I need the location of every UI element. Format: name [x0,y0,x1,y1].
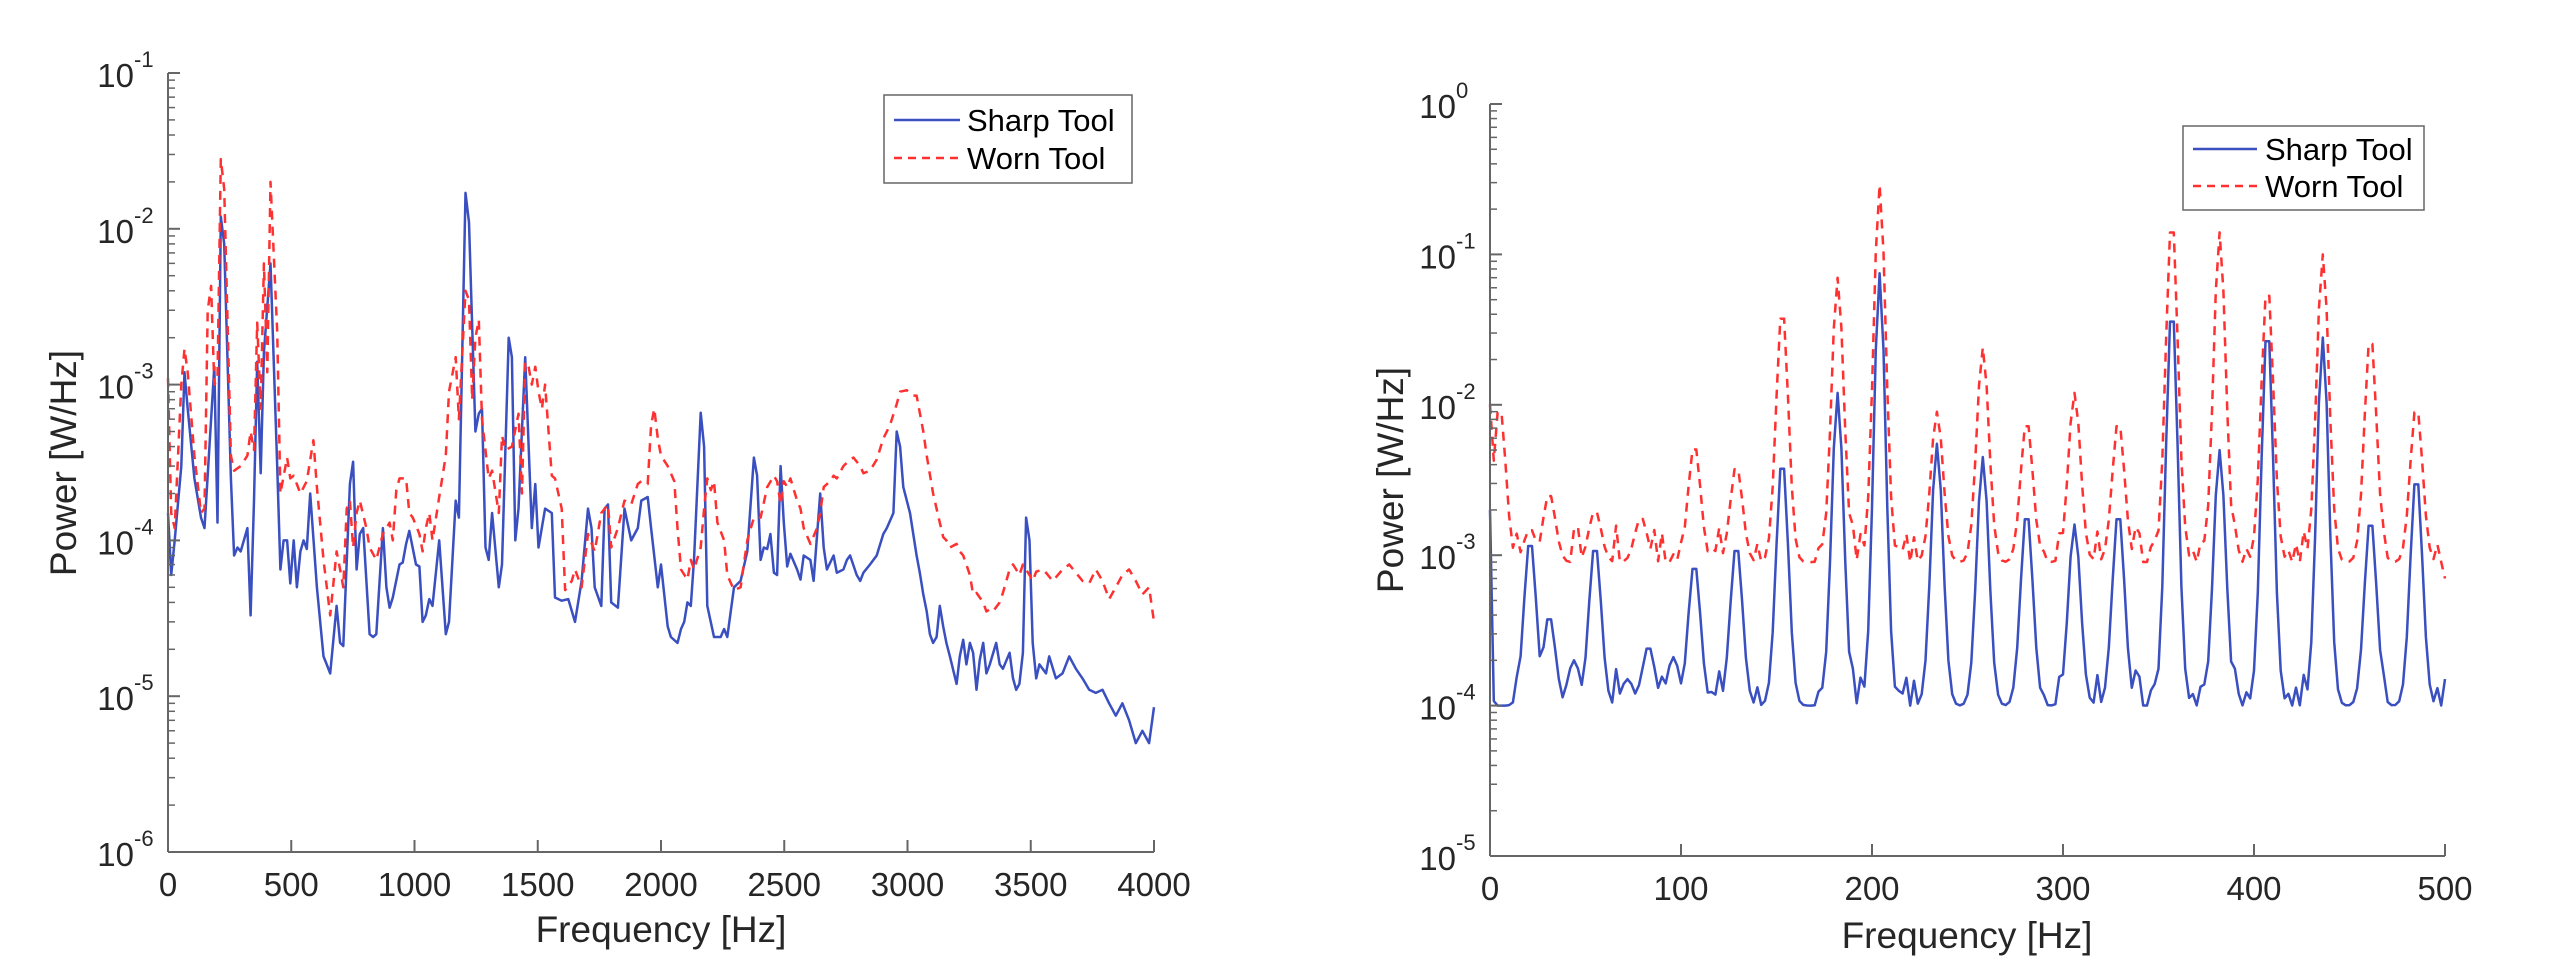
legend-box [883,94,1133,184]
y-axis-title: Power [W/Hz] [1370,367,1411,593]
x-tick-label: 200 [1844,870,1899,907]
y-tick-exponent: -2 [1456,379,1476,404]
x-tick-label: 0 [1481,870,1499,907]
y-tick-label: 10 [97,213,134,250]
legend: Sharp Tool Worn Tool [2182,125,2425,211]
series-line-sharp-tool [166,191,1156,745]
legend-label-sharp: Sharp Tool [967,103,1115,138]
y-tick-label: 10 [1419,389,1456,426]
legend-label-sharp: Sharp Tool [2265,132,2413,167]
series-line-sharp-tool [1488,271,2447,707]
legend-label-worn: Worn Tool [967,141,1105,176]
x-tick-label: 0 [159,866,177,903]
y-axis-title: Power [W/Hz] [43,350,84,576]
y-tick-label: 10 [1419,690,1456,727]
y-tick-label: 10 [1419,539,1456,576]
x-tick-label: 2000 [624,866,697,903]
y-tick-label: 10 [97,524,134,561]
y-tick-exponent: -1 [1456,228,1476,253]
series-layer [1488,183,2447,707]
x-tick-label: 400 [2226,870,2281,907]
x-tick-label: 300 [2035,870,2090,907]
legend-box [2182,125,2425,211]
y-tick-exponent: 0 [1456,78,1468,103]
legend: Sharp Tool Worn Tool [883,94,1133,184]
x-tick-label: 500 [264,866,319,903]
y-tick-exponent: -6 [134,826,154,851]
y-tick-exponent: -1 [134,47,154,72]
axes: 0 500 1000 1500 2000 2500 3000 3500 400010-610-5… [97,47,1190,903]
x-axis-title: Frequency [Hz] [1842,915,2093,956]
series-line-worn-tool [166,157,1156,623]
y-tick-label: 10 [97,680,134,717]
y-tick-exponent: -4 [1456,680,1476,705]
x-tick-label: 3500 [994,866,1067,903]
y-tick-exponent: -5 [134,670,154,695]
y-tick-exponent: -4 [134,514,154,539]
y-tick-label: 10 [1419,840,1456,877]
x-axis-title: Frequency [Hz] [536,909,787,950]
x-tick-label: 1500 [501,866,574,903]
x-tick-label: 1000 [378,866,451,903]
series-line-worn-tool [1488,183,2447,579]
y-tick-label: 10 [97,369,134,406]
x-tick-label: 500 [2417,870,2472,907]
y-tick-label: 10 [97,57,134,94]
x-tick-label: 3000 [871,866,944,903]
y-tick-exponent: -5 [1456,830,1476,855]
y-tick-exponent: -2 [134,203,154,228]
y-tick-label: 10 [1419,88,1456,125]
y-tick-label: 10 [1419,238,1456,275]
x-tick-label: 2500 [748,866,821,903]
legend-label-worn: Worn Tool [2265,169,2403,204]
chart-left: 0 500 1000 1500 2000 2500 3000 3500 400010-610-5… [43,47,1191,950]
x-tick-label: 100 [1653,870,1708,907]
y-tick-exponent: -3 [1456,529,1476,554]
y-tick-exponent: -3 [134,359,154,384]
y-tick-label: 10 [97,836,134,873]
x-tick-label: 4000 [1117,866,1190,903]
series-layer [166,157,1156,745]
